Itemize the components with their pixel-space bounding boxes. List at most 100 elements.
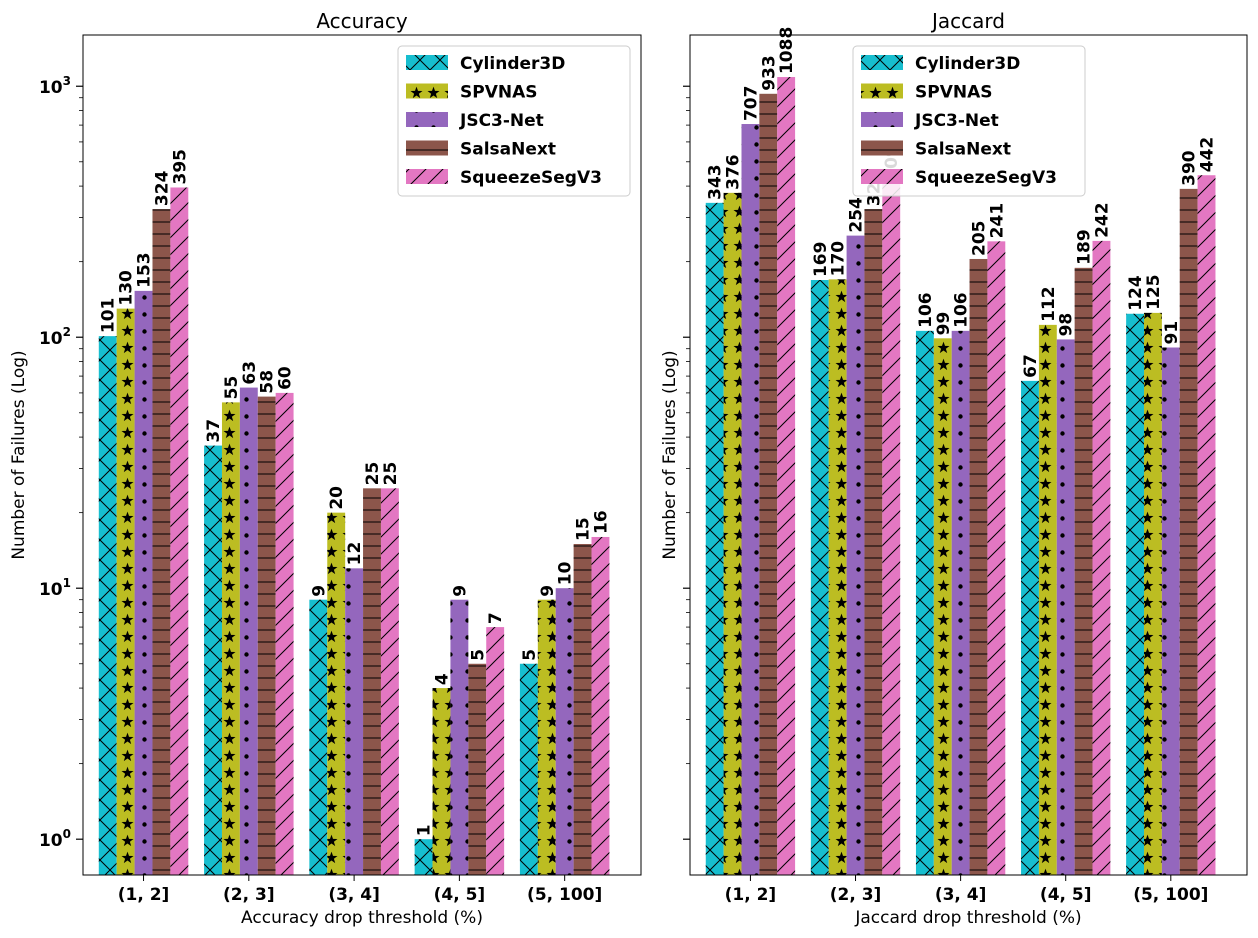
bar-value-label: 15 [574, 517, 594, 541]
legend-label: SPVNAS [915, 83, 993, 103]
y-axis-label: Number of Failures (Log) [9, 350, 29, 559]
bar-hatch-cylinder3d-5 [1126, 313, 1145, 876]
legend-label: SqueezeSegV3 [915, 168, 1057, 188]
bar-hatch-cylinder3d-3 [915, 330, 934, 876]
legend-swatch-hatch [406, 169, 448, 184]
bar-hatch-spvnas-2 [828, 279, 847, 875]
legend-label: SalsaNext [460, 140, 556, 160]
bar-value-label: 37 [204, 419, 224, 443]
bar-hatch-jsc3-net-5 [555, 588, 574, 875]
bar-value-label: 63 [240, 361, 260, 385]
bar-value-label: 170 [829, 241, 849, 277]
bar-hatch-salsanext-1 [759, 93, 778, 875]
bar-hatch-cylinder3d-2 [810, 280, 829, 875]
bar-value-label: 7 [486, 612, 506, 624]
x-axis-label: Accuracy drop threshold (%) [241, 908, 483, 928]
legend: Cylinder3D SPVNAS JSC3-Net SalsaNext Squeeze… [852, 45, 1086, 197]
legend-label: SalsaNext [915, 140, 1011, 160]
y-tick-label: 102 [39, 325, 71, 349]
legend-swatch-hatch [406, 83, 448, 99]
bar-hatch-salsanext-3 [969, 258, 988, 875]
bar-value-label: 390 [1180, 150, 1200, 186]
bar-value-label: 933 [759, 55, 779, 91]
plot-frame [689, 34, 1248, 876]
legend-label: SqueezeSegV3 [460, 168, 602, 188]
bar-value-label: 112 [1039, 286, 1059, 322]
bar-value-label: 99 [934, 312, 954, 336]
bar-hatch-jsc3-net-2 [239, 387, 258, 875]
plot-frame [82, 34, 642, 876]
bar-hatch-squeezesegv3-4 [486, 627, 505, 875]
legend-swatch-hatch [406, 112, 448, 127]
bar-hatch-squeezesegv3-5 [1197, 175, 1216, 875]
bar-hatch-salsanext-1 [152, 209, 171, 876]
bar-value-label: 169 [811, 242, 831, 278]
bar-value-label: 55 [222, 376, 242, 400]
bar-value-label: 343 [706, 164, 726, 200]
legend-swatch-hatch [861, 55, 903, 70]
bar-value-label: 442 [1198, 137, 1218, 173]
bar-value-label: 101 [99, 298, 119, 334]
bar-hatch-squeezesegv3-3 [380, 488, 399, 875]
bar-hatch-squeezesegv3-5 [591, 536, 610, 875]
bar-value-label: 20 [327, 486, 347, 510]
legend-swatch-hatch [861, 169, 903, 184]
bar-hatch-spvnas-5 [537, 599, 556, 875]
bar-hatch-cylinder3d-3 [309, 599, 328, 875]
bar-hatch-jsc3-net-1 [741, 124, 760, 876]
bar-value-label: 125 [1144, 274, 1164, 310]
x-tick-label: (4, 5] [1040, 885, 1092, 905]
bar-value-label: 189 [1075, 229, 1095, 265]
bar-value-label: 153 [135, 252, 155, 288]
bar-value-label: 376 [724, 154, 744, 190]
bar-hatch-spvnas-2 [221, 402, 240, 875]
x-tick-label: (5, 100] [1133, 885, 1208, 905]
bar-value-label: 60 [276, 366, 296, 390]
bar-value-label: 25 [363, 462, 383, 486]
bar-value-label: 395 [170, 149, 190, 185]
x-tick-label: (1, 2] [118, 885, 170, 905]
bar-hatch-spvnas-5 [1144, 312, 1162, 875]
legend-label: Cylinder3D [460, 54, 565, 74]
bar-value-label: 91 [1162, 321, 1182, 345]
bar-value-label: 67 [1021, 354, 1041, 378]
bar-hatch-squeezesegv3-1 [170, 187, 189, 875]
bar-value-label: 242 [1092, 202, 1112, 238]
y-tick-label: 100 [39, 827, 71, 851]
bar-value-label: 1 [415, 824, 435, 836]
x-tick-label: (2, 3] [223, 885, 275, 905]
bar-value-label: 106 [916, 292, 936, 328]
bar-hatch-jsc3-net-5 [1161, 347, 1180, 875]
bar-value-label: 5 [468, 649, 488, 661]
x-axis-label: Jaccard drop threshold (%) [854, 908, 1081, 928]
bar-hatch-cylinder3d-4 [414, 839, 433, 875]
bar-hatch-jsc3-net-1 [134, 290, 153, 875]
legend-swatch-hatch [861, 140, 903, 156]
bar-hatch-jsc3-net-4 [1056, 339, 1075, 876]
bar-hatch-spvnas-1 [723, 192, 742, 875]
bar-hatch-cylinder3d-1 [98, 336, 117, 875]
legend-swatch-hatch [861, 83, 903, 99]
bar-value-label: 324 [152, 170, 172, 206]
bar-value-label: 130 [117, 270, 137, 306]
bar-hatch-salsanext-3 [363, 488, 381, 875]
x-tick-label: (4, 5] [434, 885, 486, 905]
chart-title: Jaccard [930, 9, 1005, 33]
bar-value-label: 241 [987, 203, 1007, 239]
bar-value-label: 1088 [777, 27, 797, 74]
x-tick-label: (5, 100] [527, 885, 602, 905]
bar-value-label: 205 [969, 220, 989, 256]
bar-hatch-jsc3-net-4 [450, 599, 469, 875]
bar-hatch-salsanext-4 [1074, 267, 1093, 876]
bar-value-label: 124 [1126, 275, 1146, 311]
bar-hatch-salsanext-4 [468, 663, 487, 875]
bar-hatch-cylinder3d-2 [204, 445, 222, 875]
chart-title: Accuracy [316, 9, 407, 33]
y-tick-label: 101 [39, 576, 71, 600]
bar-hatch-spvnas-3 [933, 338, 952, 875]
bar-value-label: 9 [309, 585, 329, 597]
legend-label: JSC3-Net [459, 111, 544, 131]
legend-label: SPVNAS [460, 83, 538, 103]
bar-hatch-squeezesegv3-2 [275, 392, 294, 875]
bar-hatch-cylinder3d-1 [705, 202, 724, 875]
